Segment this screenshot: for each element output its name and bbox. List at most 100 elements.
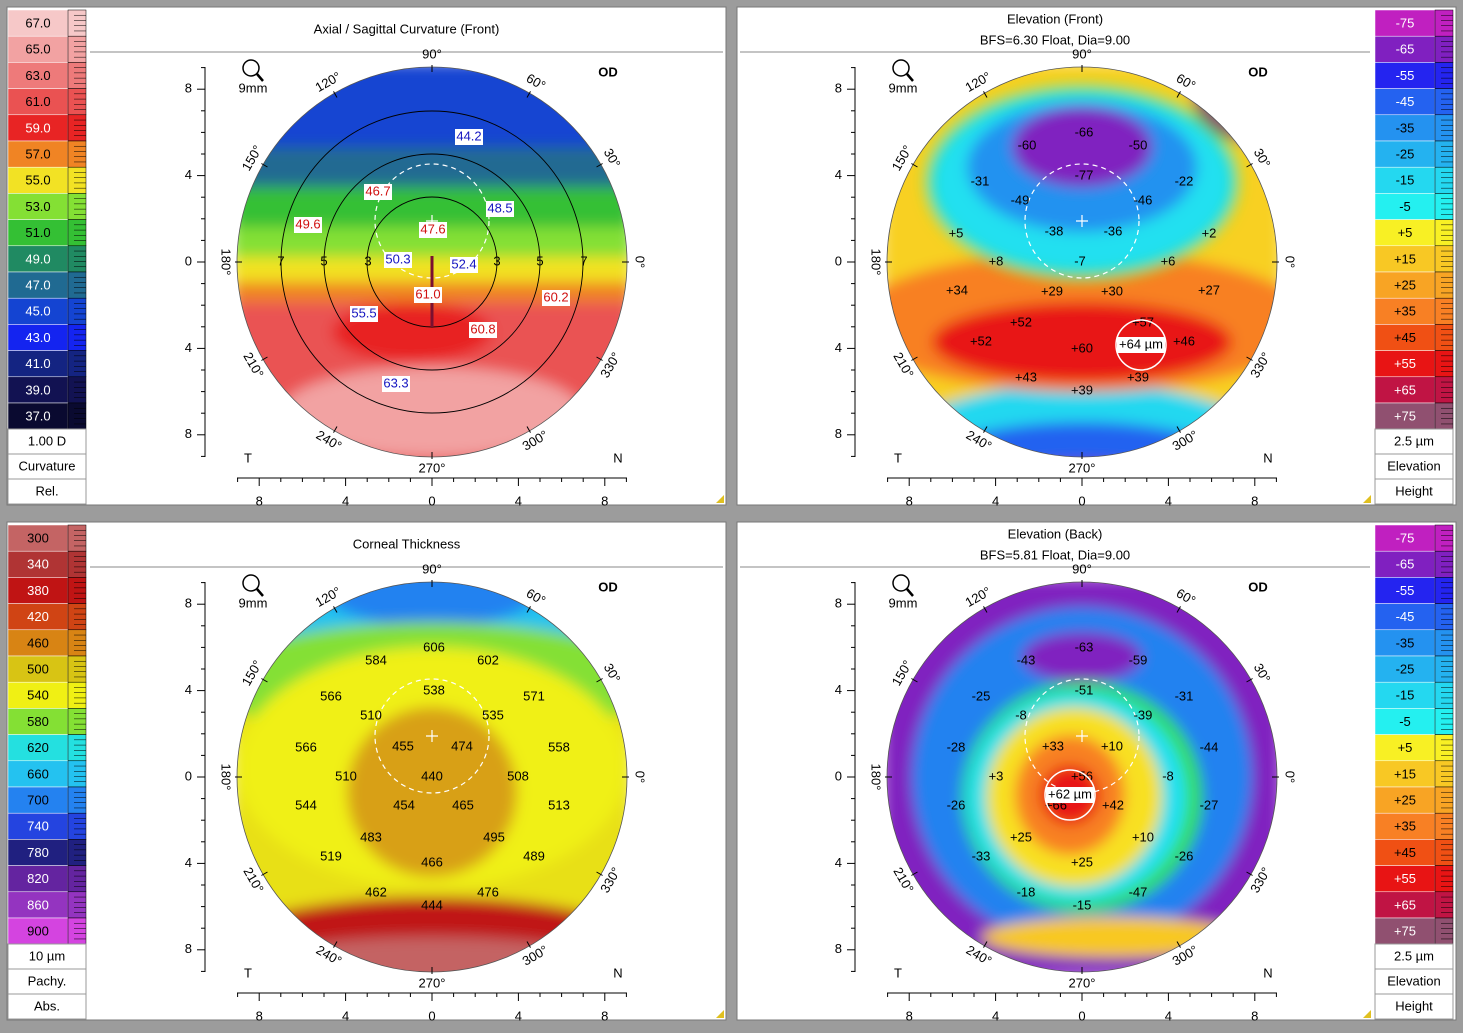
resize-grip: [716, 495, 724, 503]
scale-label: -55: [1396, 68, 1415, 83]
angle-tick: [261, 678, 268, 683]
map-label: 606: [423, 639, 445, 654]
map-label: -26: [1175, 848, 1194, 863]
angle-tick: [911, 163, 918, 168]
scale-cell: [1374, 140, 1436, 168]
scale-label: -45: [1396, 94, 1415, 109]
scale-cell: [7, 550, 69, 578]
scale-footer-text: 2.5 µm: [1394, 948, 1434, 963]
map-label: -66: [1075, 124, 1094, 139]
scale-comb: [1434, 891, 1454, 919]
pupil-circle: [1024, 678, 1140, 794]
scale-cell: [7, 839, 69, 866]
angle-tick: [261, 163, 268, 168]
map-label: -63: [1075, 639, 1094, 654]
scale-comb: [1434, 376, 1454, 404]
map-label: -38: [1045, 223, 1064, 238]
scale-cell: [1374, 865, 1436, 893]
label-box: [450, 257, 478, 273]
map-label: 566: [295, 739, 317, 754]
scale-comb: [67, 917, 87, 945]
angle-label: 90°: [1072, 561, 1092, 576]
map-label: 48.5: [487, 200, 512, 215]
scale-comb: [1434, 219, 1454, 247]
pupil-circle: [374, 163, 490, 279]
map-label: +3: [989, 768, 1004, 783]
angle-tick: [526, 426, 531, 433]
scale-footer-text: Abs.: [34, 998, 60, 1013]
map-label: +52: [970, 333, 992, 348]
angle-label: 0°: [1283, 771, 1298, 783]
panel: 300 340 380 420 460 500 540 580 620 660 700 740 780 8…: [6, 521, 727, 1023]
scale-label: 41.0: [25, 356, 50, 371]
map-label: 513: [548, 797, 570, 812]
map-region: [932, 302, 1232, 382]
y-tick-label: 8: [185, 81, 192, 96]
scale-label: +65: [1394, 897, 1416, 912]
scale-footer: [1374, 993, 1454, 1020]
scale-label: -15: [1396, 173, 1415, 188]
angle-tick: [333, 606, 338, 613]
temporal-label: T: [244, 450, 252, 465]
map-label: +46: [1173, 333, 1195, 348]
nasal-label: N: [1263, 965, 1272, 980]
angle-label: 0°: [633, 771, 648, 783]
scale-comb: [67, 376, 87, 404]
x-tick-label: 4: [342, 1008, 349, 1023]
angle-label: 0°: [1283, 256, 1298, 268]
scale-comb: [1434, 271, 1454, 299]
scale-label: +35: [1394, 304, 1416, 319]
scale-cell: [7, 324, 69, 351]
eye-label: OD: [1248, 579, 1268, 594]
scale-comb: [67, 35, 87, 63]
map-label: -47: [1129, 884, 1148, 899]
scale-cell: [7, 193, 69, 220]
scale-cell: [1374, 524, 1436, 552]
scale-comb: [67, 219, 87, 247]
scale-comb: [1434, 193, 1454, 220]
y-tick-label: 8: [835, 596, 842, 611]
map-region: [1022, 632, 1142, 682]
scale-cell: [7, 166, 69, 194]
scale-cell: [1374, 708, 1436, 735]
angle-tick: [1176, 91, 1181, 98]
scale-footer-text: Rel.: [35, 483, 58, 498]
scale-comb: [67, 839, 87, 866]
map-label: 566: [320, 688, 342, 703]
label-box: [414, 287, 442, 303]
angle-tick: [1176, 606, 1181, 613]
x-tick-label: 4: [992, 1008, 999, 1023]
scale-label: +65: [1394, 382, 1416, 397]
scale-label: -65: [1396, 557, 1415, 572]
angle-tick: [983, 426, 988, 433]
angle-tick: [983, 606, 988, 613]
x-tick-label: 4: [1165, 1008, 1172, 1023]
scale-footer-text: Elevation: [1387, 458, 1440, 473]
y-tick-label: 0: [835, 768, 842, 783]
zoom-handle: [256, 588, 264, 597]
scale-label: 43.0: [25, 330, 50, 345]
scale-comb: [1434, 88, 1454, 116]
scale-label: 63.0: [25, 68, 50, 83]
scale-label: 53.0: [25, 199, 50, 214]
map-label: -26: [947, 797, 966, 812]
scale-label: 380: [27, 583, 49, 598]
scale-cell: [1374, 786, 1436, 814]
apex-cross: [426, 730, 438, 742]
angle-tick: [526, 941, 531, 948]
map-label: -8: [1015, 707, 1027, 722]
panel: -75 -65 -55 -45 -35 -25 -15 -5 +5 +15 +25 +35 +45 +55…: [736, 521, 1457, 1023]
scale-label: 700: [27, 793, 49, 808]
scale-comb: [1434, 166, 1454, 194]
scale-label: -65: [1396, 42, 1415, 57]
map-label: +33: [1042, 738, 1064, 753]
map-label: 510: [360, 707, 382, 722]
zoom-icon: [892, 574, 910, 592]
map-title: Elevation (Front): [1007, 11, 1103, 26]
nasal-label: N: [613, 965, 622, 980]
y-tick-label: 8: [835, 426, 842, 441]
map-label: +2: [1202, 225, 1217, 240]
scale-comb: [1434, 734, 1454, 762]
angle-label: 180°: [219, 764, 234, 791]
